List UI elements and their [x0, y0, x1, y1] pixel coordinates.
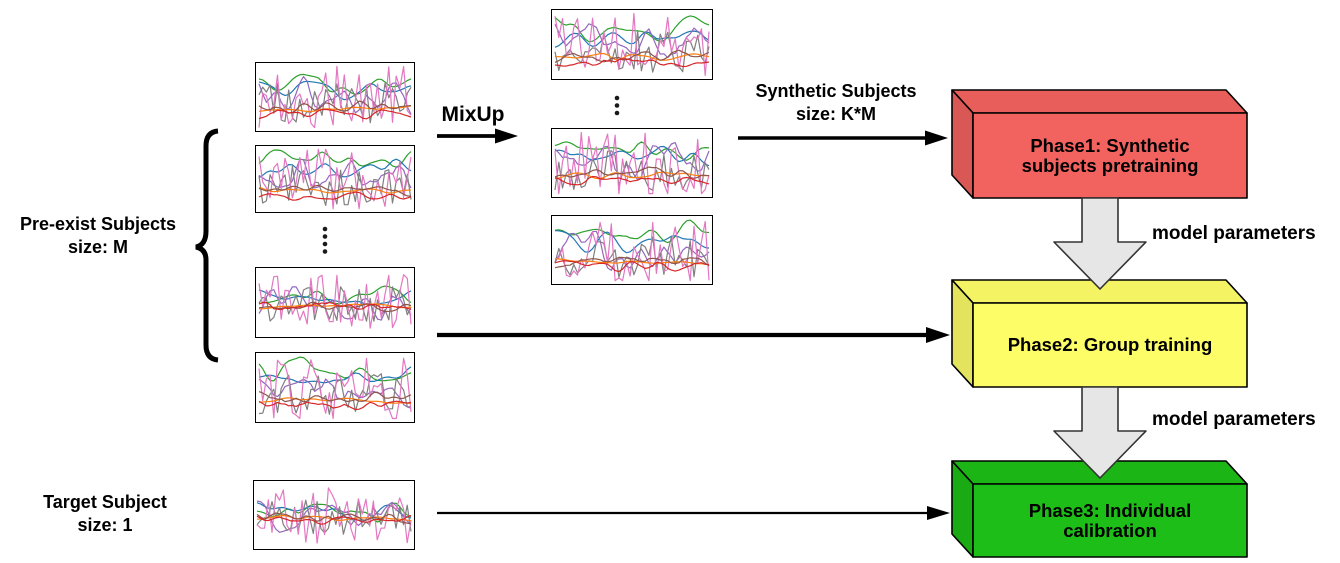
vertical-ellipsis-synthetic [614, 95, 620, 116]
signal-line-brown [554, 49, 710, 63]
signal-plot-target-subject [253, 480, 415, 550]
signal-line-pink [256, 487, 412, 544]
model-parameters-arrow-1 [1053, 197, 1147, 290]
signal-line-purple [258, 158, 412, 189]
signal-line-orange [256, 514, 412, 522]
signal-line-brown [554, 256, 710, 269]
synthetic-subjects-line1: Synthetic Subjects [755, 81, 917, 101]
signal-line-pink [554, 131, 710, 195]
phase1-label: Phase1: Synthetic subjects pretraining [1021, 134, 1199, 176]
target-subject-label: Target Subject size: 1 [5, 491, 205, 537]
curly-brace [195, 128, 219, 363]
signal-line-gray [258, 165, 412, 207]
signal-line-pink [258, 148, 412, 210]
phase1-box [951, 89, 1248, 199]
phase3-label: Phase3: Individual calibration [1028, 499, 1192, 541]
model-parameters-label-1: model parameters [1152, 223, 1316, 244]
signal-line-red [554, 58, 710, 68]
signal-line-pink [258, 357, 412, 420]
model-parameters-label-2: model parameters [1152, 409, 1316, 430]
signal-plot-pre-exist-4 [255, 352, 415, 423]
mixup-label: MixUp [441, 103, 505, 126]
pre-exist-subjects-line2: size: M [67, 237, 128, 257]
signal-line-pink [554, 12, 710, 77]
signal-line-green [258, 149, 412, 168]
signal-line-orange [258, 105, 412, 113]
signal-line-red [256, 514, 412, 525]
mixup-arrow [437, 128, 518, 144]
signal-line-red [554, 175, 710, 186]
signal-line-red [258, 108, 412, 120]
signal-line-purple [554, 23, 710, 59]
signal-plot-pre-exist-3 [255, 267, 415, 338]
signal-plot-pre-exist-2 [255, 145, 415, 213]
signal-line-red [258, 400, 412, 411]
signal-line-purple [256, 500, 412, 533]
model-parameters-arrow-2 [1053, 386, 1147, 479]
vertical-ellipsis-pre-exist [322, 226, 328, 254]
phase2-box-front [972, 302, 1248, 388]
signal-line-red [258, 191, 412, 201]
signal-line-blue [256, 502, 412, 521]
signal-plot-synthetic-2 [551, 128, 713, 198]
phase3-box-front [972, 483, 1248, 558]
signal-line-red [554, 260, 710, 273]
target-subject-arrow [437, 506, 950, 520]
signal-plot-pre-exist-1 [255, 62, 415, 132]
signal-line-green [554, 219, 710, 244]
target-subject-line2: size: 1 [77, 515, 133, 535]
signal-line-red [258, 301, 412, 311]
signal-line-pink [554, 220, 710, 282]
signal-line-orange [258, 303, 412, 310]
signal-line-blue [554, 230, 710, 254]
phase3-box [951, 460, 1248, 558]
synthetic-subjects-label: Synthetic Subjects size: K*M [731, 80, 941, 126]
signal-plot-synthetic-3 [551, 215, 713, 285]
pre-exist-subjects-line1: Pre-exist Subjects [19, 214, 177, 234]
signal-line-brown [258, 391, 412, 403]
signal-line-gray [554, 236, 710, 278]
group-training-arrow [437, 327, 950, 343]
pre-exist-subjects-label: Pre-exist Subjects size: M [0, 213, 196, 259]
signal-line-pink [258, 274, 412, 329]
synthetic-subjects-arrow [738, 130, 948, 146]
signal-line-pink [258, 65, 412, 129]
signal-line-purple [554, 142, 710, 181]
signal-line-orange [554, 171, 709, 180]
signal-line-brown [258, 184, 412, 197]
phase2-box [951, 279, 1248, 388]
signal-line-blue [258, 366, 412, 384]
phase2-label: Phase2: Group training [1007, 334, 1213, 355]
signal-line-orange [554, 258, 710, 266]
target-subject-line1: Target Subject [43, 492, 167, 512]
signal-line-brown [554, 166, 710, 179]
signal-plot-synthetic-1 [551, 9, 713, 80]
signal-line-orange [554, 52, 710, 61]
phase1-box-front [972, 112, 1248, 199]
synthetic-subjects-line2: size: K*M [795, 104, 876, 124]
